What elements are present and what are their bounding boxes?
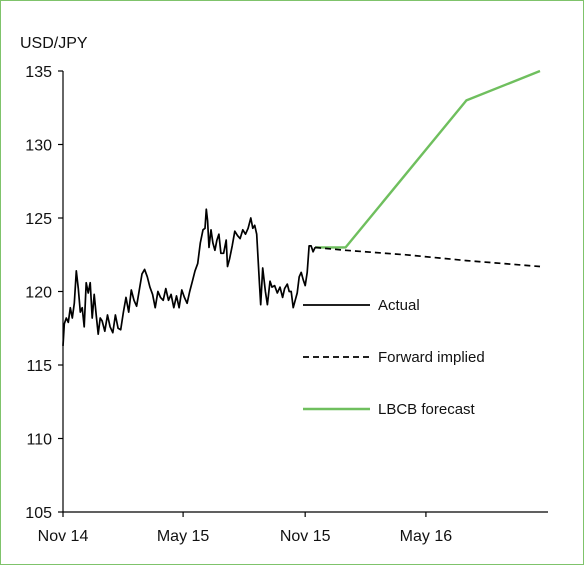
legend-label: LBCB forecast — [378, 401, 476, 418]
series-line-actual — [62, 208, 316, 346]
series-line-lbcb-forecast — [315, 69, 541, 249]
y-tick-label: 130 — [25, 138, 52, 155]
y-tick-label: 110 — [26, 432, 52, 449]
x-tick-label: Nov 14 — [38, 528, 89, 545]
legend-label: Actual — [378, 297, 420, 314]
series-line-forward-implied — [315, 246, 541, 268]
y-axis-unit-label: USD/JPY — [20, 35, 88, 52]
x-tick-label: May 16 — [400, 528, 453, 545]
y-tick-label: 105 — [25, 505, 52, 522]
y-axis-ticks: 105 110 115 120 125 130 135 — [25, 64, 63, 522]
y-tick-label: 125 — [25, 211, 52, 228]
y-tick-label: 135 — [25, 64, 52, 81]
legend-label: Forward implied — [378, 349, 485, 366]
y-tick-label: 115 — [26, 358, 52, 375]
x-tick-label: May 15 — [157, 528, 210, 545]
y-tick-label: 120 — [25, 285, 52, 302]
x-axis-ticks: Nov 14 May 15 Nov 15 May 16 — [38, 512, 453, 545]
legend: Actual Forward implied LBCB forecast — [303, 297, 485, 418]
x-tick-label: Nov 15 — [280, 528, 331, 545]
series-layer — [62, 69, 541, 346]
